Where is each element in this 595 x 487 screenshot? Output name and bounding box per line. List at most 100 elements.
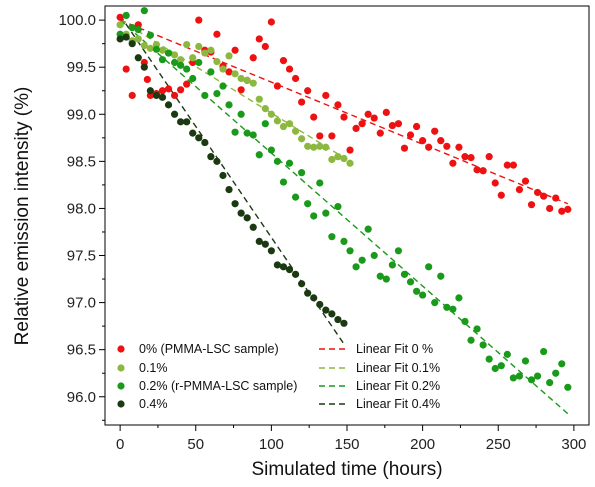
data-point [158, 46, 167, 54]
plot-area [104, 5, 590, 426]
data-point [322, 306, 330, 314]
data-point [412, 122, 421, 131]
data-point [540, 192, 548, 200]
fit-line [119, 15, 345, 345]
y-tick-label: 97.5 [67, 248, 96, 265]
data-point [177, 56, 185, 64]
data-point [298, 169, 306, 177]
data-point [425, 263, 433, 271]
data-point [509, 161, 517, 169]
data-point [267, 146, 275, 154]
data-point [243, 129, 251, 137]
x-tick-label: 250 [486, 436, 511, 453]
data-point [497, 191, 505, 199]
y-tick-label: 96.0 [67, 389, 96, 406]
data-point [443, 303, 451, 311]
data-point [237, 209, 245, 217]
data-point [364, 110, 372, 118]
data-point [316, 132, 324, 140]
data-point [334, 202, 342, 211]
data-point [116, 21, 124, 29]
data-point [273, 157, 282, 165]
data-point [170, 91, 179, 100]
data-point [558, 360, 566, 368]
data-point [533, 188, 542, 197]
data-point [285, 65, 294, 73]
data-point [140, 7, 148, 15]
data-points [116, 7, 572, 391]
data-point [201, 49, 209, 57]
data-point [382, 108, 390, 116]
data-point [267, 18, 275, 26]
data-point [122, 11, 130, 20]
x-tick-label: 50 [187, 436, 204, 453]
data-point [546, 204, 554, 213]
data-point [449, 305, 457, 313]
data-point [291, 127, 300, 135]
data-point [170, 110, 179, 118]
data-point [425, 143, 433, 151]
data-point [443, 142, 451, 150]
data-point [285, 159, 294, 167]
data-point [509, 374, 517, 382]
data-point [334, 101, 342, 109]
data-point [467, 153, 475, 162]
data-point [491, 364, 499, 373]
data-point [431, 127, 439, 135]
data-point [515, 372, 524, 380]
data-point [406, 278, 415, 286]
data-point [195, 42, 203, 51]
data-point [249, 131, 257, 139]
data-point [195, 58, 203, 67]
x-tick-label: 100 [259, 436, 284, 453]
data-point [304, 200, 312, 208]
data-point [279, 178, 288, 186]
data-point [249, 79, 257, 87]
y-tick-label: 97.0 [67, 295, 96, 312]
data-point [243, 214, 251, 222]
data-point [376, 272, 384, 280]
data-point [189, 74, 197, 83]
data-point [503, 350, 511, 358]
legend-label: Linear Fit 0.2% [356, 379, 440, 393]
data-point [340, 319, 348, 327]
data-point [533, 372, 542, 380]
data-point [170, 51, 179, 59]
data-point [273, 261, 282, 269]
data-point [400, 270, 409, 278]
legend-label: Linear Fit 0 % [356, 342, 433, 356]
data-point [485, 355, 493, 363]
data-point [225, 186, 233, 194]
y-tick-label: 96.5 [67, 342, 96, 359]
data-point [461, 317, 469, 326]
data-point [316, 300, 324, 309]
legend-label: Linear Fit 0.1% [356, 361, 440, 375]
legend-label: 0.1% [139, 361, 168, 375]
data-point [183, 41, 191, 49]
data-point [521, 177, 530, 185]
data-point [152, 91, 161, 100]
data-point [340, 154, 348, 163]
legend-marker [117, 364, 125, 372]
data-point [255, 95, 263, 103]
data-point [261, 120, 269, 128]
data-point [352, 263, 360, 271]
data-point [527, 201, 536, 209]
data-point [143, 75, 151, 84]
x-axis: 0 50 100 150 200 250 300 [116, 425, 586, 453]
data-point [328, 310, 336, 318]
x-tick-label: 200 [410, 436, 435, 453]
data-point [479, 341, 487, 349]
data-point [546, 379, 554, 387]
data-point [231, 128, 239, 136]
data-point [515, 186, 524, 194]
data-point [279, 122, 288, 131]
data-point [134, 35, 142, 43]
data-point [352, 124, 360, 133]
data-point [231, 200, 239, 208]
data-point [340, 113, 348, 121]
data-point [328, 233, 336, 241]
data-point [400, 144, 409, 152]
data-point [213, 57, 221, 66]
data-point [370, 114, 378, 122]
